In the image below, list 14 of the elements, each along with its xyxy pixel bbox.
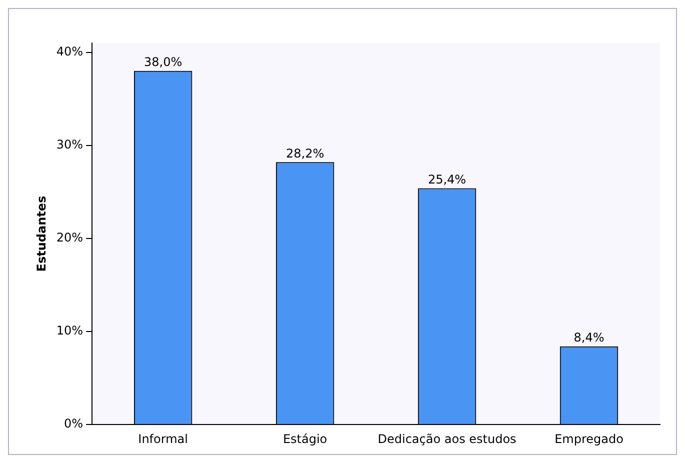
y-tick-label: 20%	[56, 230, 84, 245]
data-label: 38,0%	[144, 55, 182, 70]
data-label: 25,4%	[428, 172, 466, 186]
x-tick-label: Empregado	[554, 432, 624, 446]
y-tick-label: 0%	[64, 416, 84, 431]
y-axis-title: Estudantes	[34, 196, 48, 272]
x-tick-label: Estágio	[282, 432, 328, 446]
y-tick-label: 10%	[56, 324, 84, 338]
y-tick-label: 30%	[56, 138, 84, 152]
x-tick-label: Dedicação aos estudos	[378, 432, 516, 446]
data-label: 8,4%	[574, 330, 604, 345]
x-tick-label: Informal	[138, 432, 188, 446]
y-tick-label: 40%	[56, 44, 84, 58]
data-label: 28,2%	[286, 146, 324, 160]
